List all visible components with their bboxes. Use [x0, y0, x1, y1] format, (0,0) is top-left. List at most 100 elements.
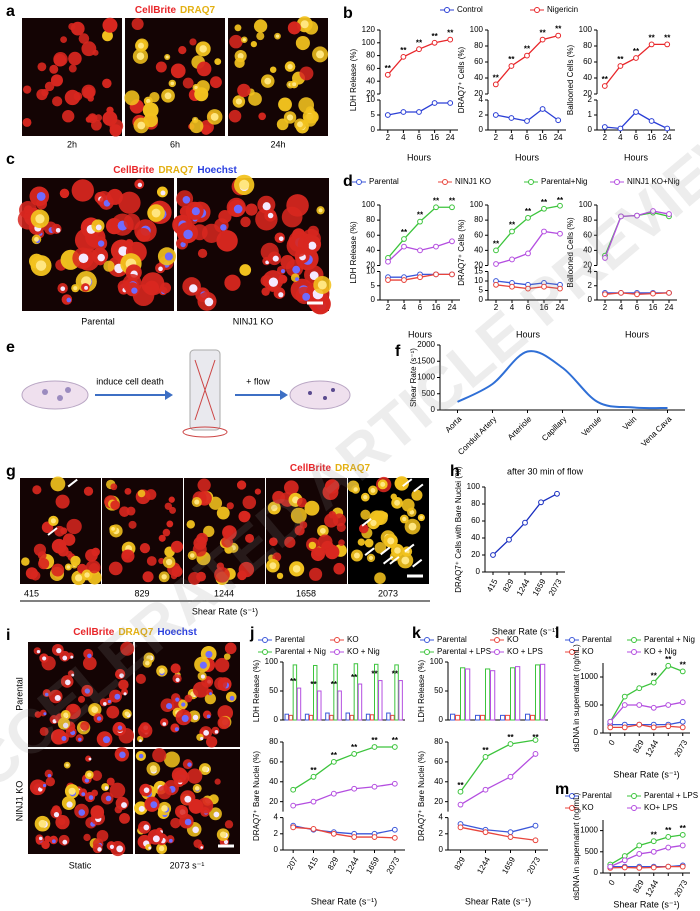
cell: [188, 572, 201, 585]
point: [507, 741, 514, 747]
bar: [308, 714, 314, 721]
cell: [106, 188, 123, 205]
nucleus: [184, 795, 192, 803]
cell: [258, 112, 267, 121]
legend-label: Parental + Nig: [275, 647, 326, 656]
cell-icon: [65, 387, 71, 393]
y-tick-label: 40: [583, 245, 592, 254]
y-tick-label: 20: [474, 261, 483, 270]
cell: [170, 540, 184, 553]
stain-name: Hoechst: [157, 627, 197, 638]
cell: [205, 736, 218, 748]
y-tick-label: 2: [588, 95, 593, 104]
bar: [525, 713, 531, 721]
y-tick-label: 0: [594, 868, 599, 877]
y-tick-label: 80: [366, 51, 375, 60]
cell: [170, 63, 186, 79]
nucleus: [181, 714, 189, 722]
nucleus: [200, 674, 205, 679]
cell: [103, 260, 115, 272]
micrograph: [22, 17, 124, 137]
cell: [124, 487, 132, 495]
cell: [308, 541, 317, 550]
nucleus: [192, 714, 199, 721]
nucleus: [278, 236, 284, 242]
nucleus: [269, 562, 277, 570]
nucleus: [309, 271, 319, 281]
bar: [530, 714, 536, 721]
legend-label: Parental: [582, 791, 612, 800]
point: [538, 499, 544, 506]
x-tick-label: 6: [634, 133, 639, 142]
nucleus: [201, 766, 208, 773]
micrograph: [102, 478, 184, 584]
cell: [197, 478, 211, 492]
bar: [386, 712, 391, 721]
bar: [317, 690, 322, 721]
cell: [145, 489, 157, 500]
y-tick-label: 60: [583, 230, 592, 239]
cell: [52, 96, 63, 107]
cell: [146, 556, 157, 566]
nucleus: [62, 655, 68, 661]
significance: **: [371, 736, 378, 745]
y-tick-label: 60: [474, 230, 483, 239]
y-axis-label: DRAQ7⁺ Cells with Bare Nuclei (%): [454, 466, 463, 593]
cell: [51, 563, 65, 577]
point: [541, 228, 547, 235]
nucleus: [118, 246, 129, 256]
x-tick-label: 4: [619, 303, 624, 312]
y-tick-label: 20: [471, 550, 480, 559]
nucleus: [109, 844, 114, 849]
y-axis-label: DRAQ7⁺ Cells (%): [457, 219, 466, 286]
nucleus: [292, 265, 301, 274]
nucleus: [219, 831, 227, 838]
point: [449, 204, 455, 211]
dish: [289, 380, 351, 410]
series-line: [459, 739, 536, 793]
cell: [39, 726, 49, 736]
y-tick-label: 40: [434, 777, 443, 786]
y-axis-label: Shear Rate (s⁻¹): [409, 348, 418, 407]
bar: [365, 713, 371, 721]
significance: **: [648, 34, 655, 43]
y-tick-label: 20: [366, 89, 375, 98]
y-tick-label: 20: [434, 797, 443, 806]
cell: [223, 653, 231, 660]
label: Shear Rate (s⁻¹): [192, 606, 258, 616]
significance: **: [392, 670, 399, 679]
cell: [186, 520, 195, 529]
cell: [166, 520, 174, 528]
nucleus: [97, 253, 105, 262]
nucleus: [286, 114, 294, 121]
label: 1658: [296, 588, 316, 598]
point: [666, 289, 672, 296]
micrograph: [28, 747, 133, 857]
cell: [338, 539, 345, 546]
series-line: [293, 826, 395, 839]
point: [391, 834, 398, 841]
point: [290, 802, 297, 809]
cell: [364, 538, 374, 548]
nucleus: [164, 92, 172, 100]
point: [493, 281, 499, 288]
nucleus: [174, 727, 179, 732]
point: [650, 724, 657, 731]
micrograph: [134, 748, 240, 854]
significance: **: [457, 781, 464, 790]
nucleus: [65, 763, 69, 767]
x-tick-label: 0: [607, 878, 617, 887]
cell: [178, 45, 187, 55]
bar: [500, 714, 506, 721]
nucleus: [168, 838, 173, 843]
bar: [465, 668, 471, 721]
significance: **: [680, 824, 687, 833]
nucleus: [35, 260, 47, 271]
label: Shear Rate (s⁻¹): [311, 896, 377, 906]
point: [621, 864, 628, 871]
nucleus: [43, 712, 47, 716]
x-tick-label: 16: [432, 303, 441, 312]
cell: [214, 657, 230, 673]
point: [636, 865, 643, 871]
nucleus: [136, 52, 145, 61]
